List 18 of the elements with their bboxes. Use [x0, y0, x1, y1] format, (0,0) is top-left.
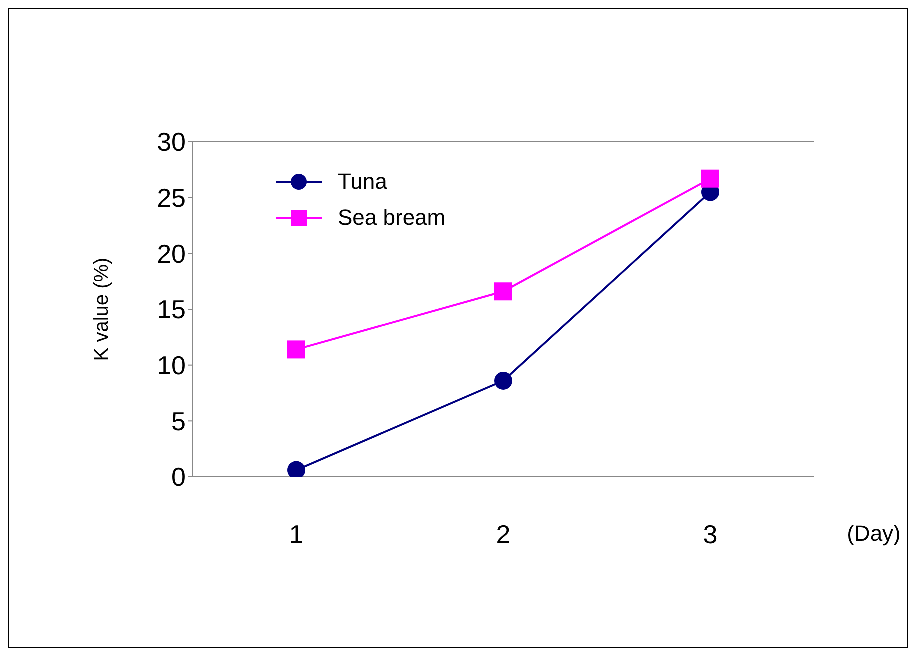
y-tick-label: 0	[172, 462, 186, 492]
y-tick-label: 30	[157, 127, 186, 158]
y-tick-label: 20	[157, 238, 186, 269]
point	[288, 340, 306, 359]
y-tick-label: 5	[172, 406, 186, 436]
point	[494, 372, 512, 390]
x-axis-title: (Day)	[847, 521, 901, 546]
y-axis-title: K value (%)	[91, 258, 113, 362]
point	[702, 170, 720, 188]
legend-label: Tuna	[338, 169, 388, 195]
y-tick-label: 10	[157, 350, 186, 381]
legend-label: Sea bream	[338, 205, 446, 231]
point	[494, 282, 512, 301]
y-tick-label: 25	[157, 183, 186, 214]
x-tick-label: 2	[496, 519, 511, 550]
y-tick-label: 15	[157, 294, 186, 325]
x-tick-label: 1	[289, 519, 304, 550]
x-tick-label: 3	[703, 519, 718, 550]
